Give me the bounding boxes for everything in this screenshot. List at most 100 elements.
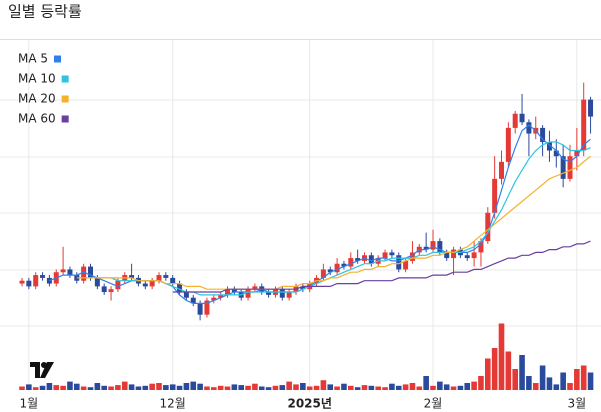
- volume-bar: [580, 365, 587, 390]
- volume-bar: [395, 385, 402, 390]
- volume-bar: [115, 385, 121, 390]
- volume-bar: [313, 385, 320, 390]
- volume-bar: [485, 358, 491, 390]
- candle-body: [88, 266, 93, 278]
- volume-bar: [457, 385, 464, 390]
- volume-bar: [450, 386, 457, 390]
- volume-bar: [348, 385, 354, 390]
- candle-body: [478, 241, 484, 253]
- volume-bar: [67, 381, 73, 390]
- candle-body: [211, 297, 217, 301]
- volume-bar: [265, 387, 272, 390]
- x-tick-label: 2025년: [287, 397, 331, 411]
- candle-body: [348, 258, 354, 267]
- volume-bar: [60, 385, 66, 390]
- candle-body: [94, 277, 100, 287]
- volume-bar: [169, 384, 176, 390]
- candle-body: [81, 266, 87, 281]
- candle-body: [471, 252, 477, 259]
- volume-bar: [74, 383, 80, 390]
- candle-body: [430, 241, 436, 250]
- candle-body: [485, 212, 491, 242]
- volume-bar: [546, 377, 553, 390]
- volume-bar: [464, 383, 471, 390]
- candle-body: [156, 275, 162, 281]
- volume-bar: [498, 323, 505, 390]
- candle-body: [451, 249, 457, 259]
- candle-body: [396, 255, 402, 270]
- candle-body: [225, 289, 230, 295]
- candle-body: [553, 150, 559, 157]
- x-tick-label: 3월: [568, 397, 587, 411]
- volume-bar: [142, 385, 149, 390]
- x-tick-label: 2월: [424, 397, 443, 411]
- legend-swatch: [61, 115, 69, 123]
- volume-bar: [423, 376, 429, 390]
- volume-bar: [272, 385, 279, 390]
- candle-body: [40, 275, 46, 278]
- candle-body: [245, 289, 251, 298]
- candle-body: [444, 252, 450, 259]
- volume-bar: [231, 384, 238, 390]
- volume-bar: [491, 348, 498, 390]
- volume-bar: [224, 386, 231, 390]
- candle-body: [279, 289, 285, 298]
- volume-bar: [368, 385, 375, 390]
- volume-bar: [320, 380, 327, 390]
- volume-bar: [108, 386, 114, 390]
- volume-bar: [560, 372, 566, 390]
- candle-body: [492, 178, 498, 213]
- legend-label: MA 5: [18, 52, 48, 66]
- candle-body: [581, 99, 587, 151]
- volume-bar: [286, 381, 292, 390]
- volume-bar: [87, 387, 94, 390]
- volume-bar: [211, 387, 217, 390]
- candle-body: [218, 294, 224, 298]
- legend-label: MA 10: [18, 72, 56, 86]
- candle-body: [560, 156, 566, 179]
- candle-body: [231, 289, 237, 293]
- volume-bar: [334, 386, 340, 390]
- candle-body: [170, 277, 176, 284]
- candle-body: [327, 269, 333, 273]
- candle-body: [423, 246, 429, 250]
- candle-body: [300, 286, 306, 290]
- volume-bar: [341, 383, 347, 390]
- volume-bar: [245, 385, 251, 390]
- volume-bar: [183, 383, 190, 390]
- grid: [0, 99, 601, 327]
- candle-body: [204, 300, 210, 315]
- candle-body: [499, 161, 504, 179]
- volume-bar: [32, 387, 39, 390]
- volume-bar: [94, 383, 101, 390]
- candle-body: [437, 241, 443, 253]
- volume-bar: [402, 384, 409, 390]
- volume-bar: [149, 383, 155, 390]
- volume-bar: [416, 386, 423, 390]
- volume-bar: [382, 387, 388, 390]
- candle-body: [540, 127, 546, 143]
- ma-line: [83, 141, 591, 296]
- candle-body: [149, 280, 155, 287]
- volume-bar: [80, 386, 87, 390]
- candle-body: [355, 258, 361, 261]
- volume-bar: [478, 376, 484, 390]
- legend-swatch: [54, 55, 62, 63]
- candle-body: [341, 263, 347, 267]
- candle-body: [368, 255, 374, 264]
- candle-body: [574, 150, 580, 157]
- candle-body: [183, 292, 189, 298]
- volume-bar: [238, 385, 244, 390]
- volume-bar: [19, 386, 25, 390]
- candle-body: [115, 280, 121, 290]
- volume-bar: [190, 381, 197, 390]
- candle-body: [101, 286, 107, 293]
- volume-bar: [279, 385, 286, 390]
- volume-bar: [505, 351, 512, 390]
- volume-bar: [53, 385, 60, 390]
- volume-bar: [252, 383, 258, 390]
- x-tick-label: 12월: [160, 397, 186, 411]
- volume-bar: [217, 385, 224, 390]
- volume-bar: [553, 384, 560, 390]
